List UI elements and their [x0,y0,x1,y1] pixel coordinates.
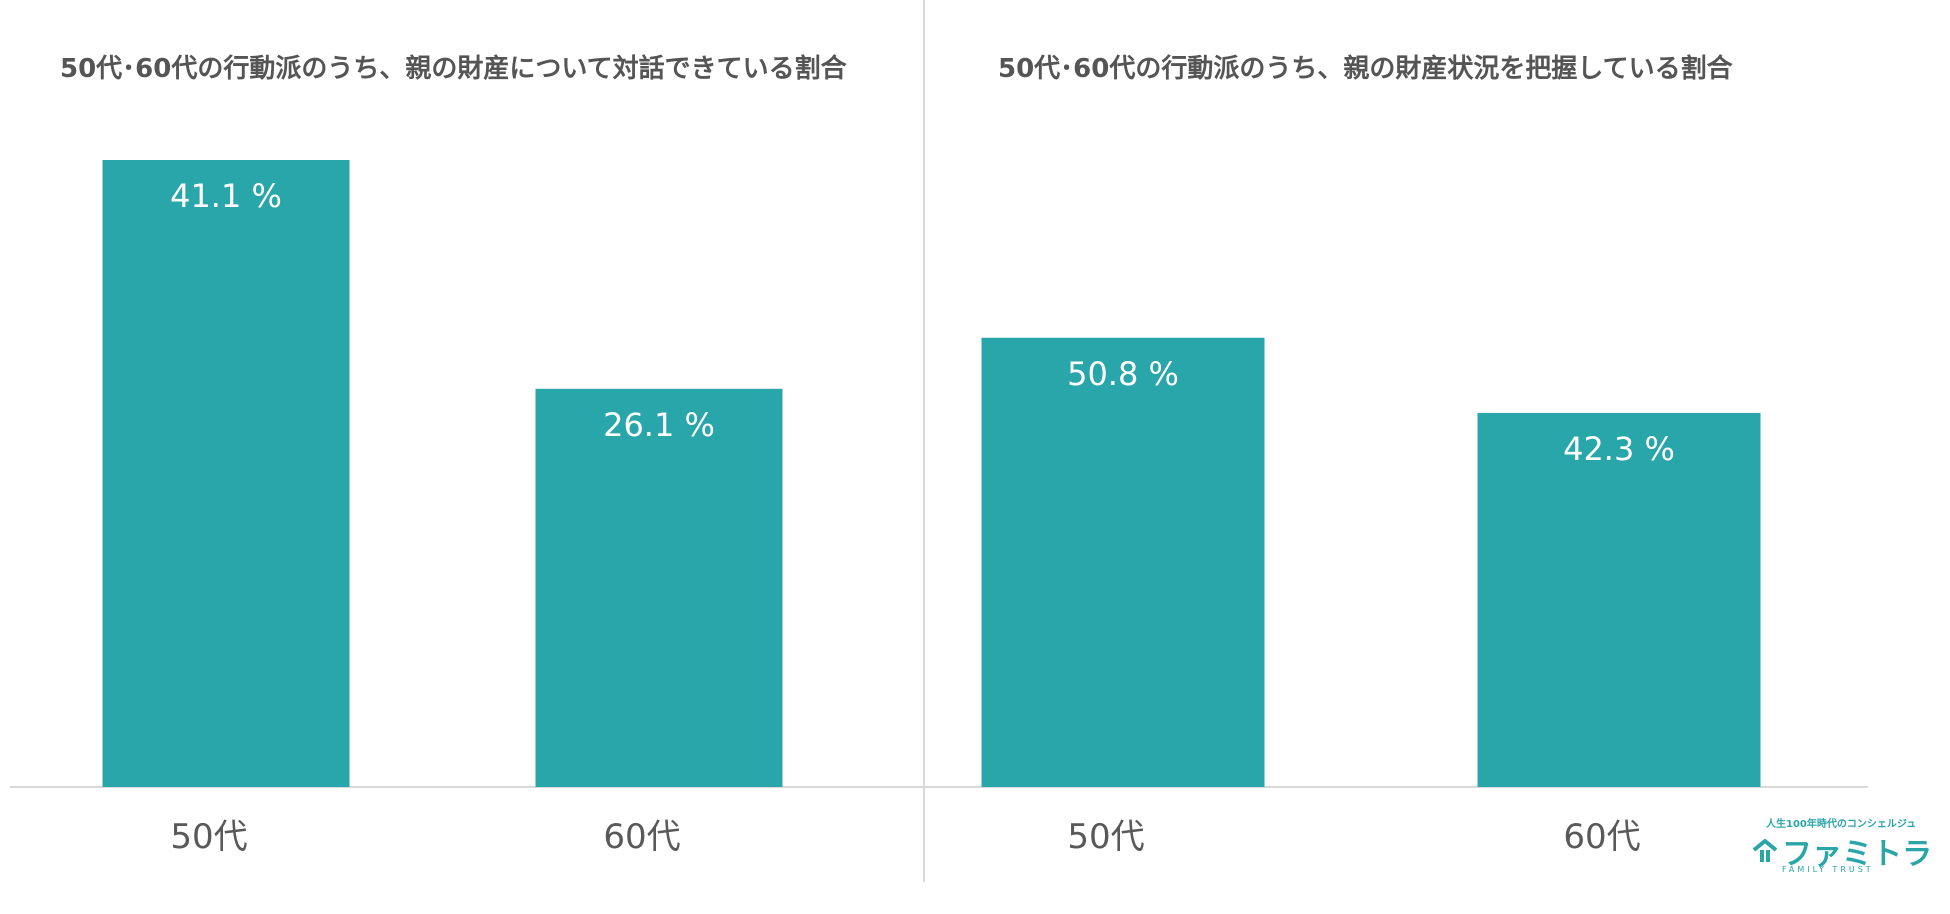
data-label-chart1-1: 41.1 % [170,177,282,215]
data-label-chart2-2: 42.3 % [1563,430,1675,468]
famitora-logo: 人生100年時代のコンシェルジュ ファミトラ FAMILY TRUST [1752,815,1932,875]
category-label-chart1-1: 50代 [170,817,247,857]
bar-chart2-1 [981,337,1265,787]
category-label-chart2-2: 60代 [1563,817,1640,857]
chart-title-left: 50代･60代の行動派のうち、親の財産について対話できている割合 [60,54,847,84]
logo-subtitle: FAMILY TRUST [1782,865,1874,874]
data-label-chart2-1: 50.8 % [1067,355,1179,393]
logo-tagline: 人生100年時代のコンシェルジュ [1766,819,1917,830]
bar-chart1-1 [102,160,350,787]
chart-title-right: 50代･60代の行動派のうち、親の財産状況を把握している割合 [998,54,1733,84]
bar-chart1-2 [535,388,783,787]
data-label-chart1-2: 26.1 % [603,406,715,444]
logo-name: ファミトラ [1782,837,1932,872]
house-icon [1752,839,1778,862]
category-label-chart1-2: 60代 [603,817,680,857]
bar-chart2-2 [1477,412,1761,787]
category-label-chart2-1: 50代 [1067,817,1144,857]
logo-wordmark: ファミトラ [1752,829,1932,873]
